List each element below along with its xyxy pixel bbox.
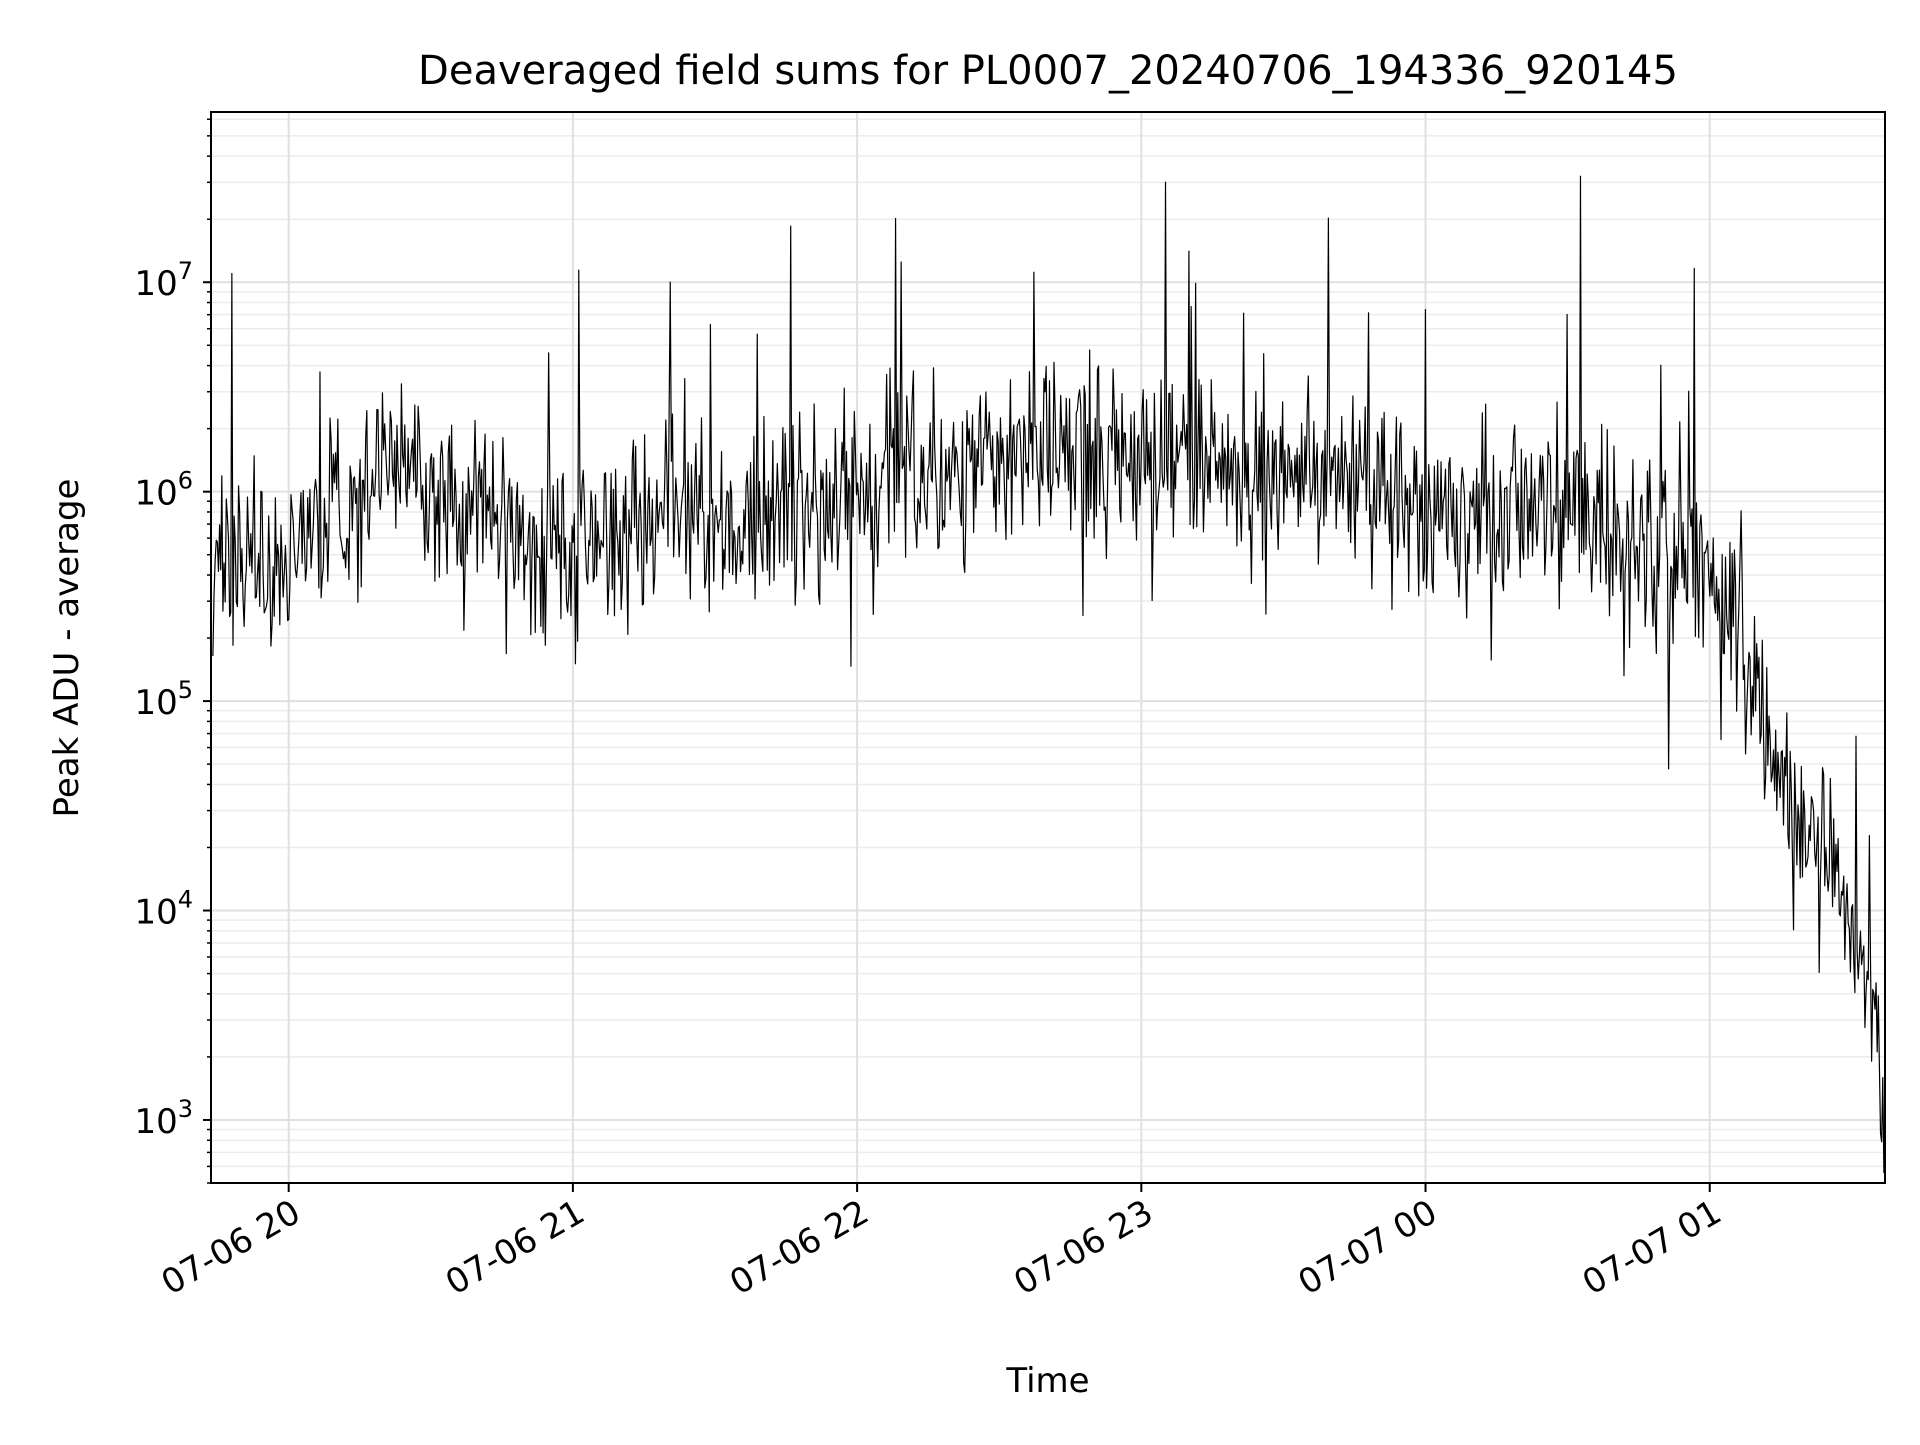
y-tick-label-exponent: 7 [178,257,193,285]
y-tick-label-base: 10 [134,683,177,723]
major-grid [211,112,1885,1183]
plot-frame [210,111,1886,1184]
y-tick-label-exponent: 5 [178,676,193,704]
series-line [212,175,1886,1174]
y-tick-label: 106 [134,467,193,514]
y-tick-label-base: 10 [134,474,177,514]
y-tick-label-exponent: 6 [178,467,193,495]
minor-grid [211,118,1885,1184]
y-tick-label-exponent: 3 [178,1095,193,1123]
y-tick-label-base: 10 [134,264,177,304]
y-tick-label: 105 [134,676,193,723]
x-axis-label: Time [1005,1361,1089,1401]
chart-title: Deaveraged field sums for PL0007_2024070… [418,48,1678,94]
y-tick-label: 104 [134,886,193,933]
y-tick-label-base: 10 [134,893,177,933]
y-tick-label: 103 [134,1095,193,1142]
y-axis-label: Peak ADU - average [47,479,87,818]
series-layer [212,175,1886,1174]
y-tick-label-base: 10 [134,1102,177,1142]
y-tick-label: 107 [134,257,193,304]
y-tick-label-exponent: 4 [178,886,193,914]
